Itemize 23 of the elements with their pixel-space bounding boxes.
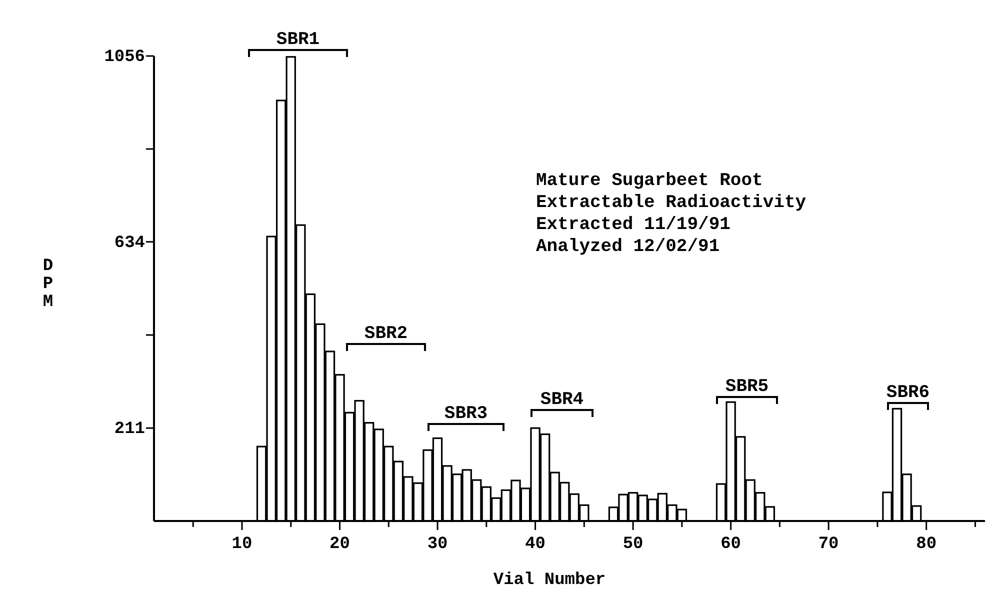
annotation: SBR4 bbox=[540, 390, 584, 410]
x-tick-label: 80 bbox=[916, 535, 937, 554]
x-axis-title: Vial Number bbox=[493, 571, 606, 590]
y-tick-label: 634 bbox=[114, 234, 145, 253]
x-tick-label: 50 bbox=[622, 535, 644, 554]
annotation: SBR2 bbox=[364, 324, 408, 344]
x-tick-label: 70 bbox=[818, 535, 839, 554]
annotation: Analyzed 12/02/91 bbox=[536, 237, 720, 257]
x-tick-label: 10 bbox=[232, 535, 252, 554]
x-tick-label: 60 bbox=[720, 535, 742, 554]
annotation: Mature Sugarbeet Root bbox=[536, 171, 763, 191]
annotation: SBR3 bbox=[444, 404, 488, 424]
annotation: SBR6 bbox=[886, 383, 930, 403]
y-tick-label: 1056 bbox=[104, 48, 145, 67]
x-tick-label: 20 bbox=[330, 535, 350, 554]
annotation: Extractable Radioactivity bbox=[536, 193, 806, 213]
annotation: SBR5 bbox=[725, 377, 769, 397]
y-tick-label: 211 bbox=[114, 420, 145, 440]
y-axis-title: DPM bbox=[42, 257, 54, 312]
text: SBR1 bbox=[276, 30, 320, 50]
x-tick-label: 40 bbox=[525, 535, 546, 554]
x-tick-label: 30 bbox=[427, 535, 448, 554]
annotation: Extracted 11/19/91 bbox=[536, 215, 731, 235]
